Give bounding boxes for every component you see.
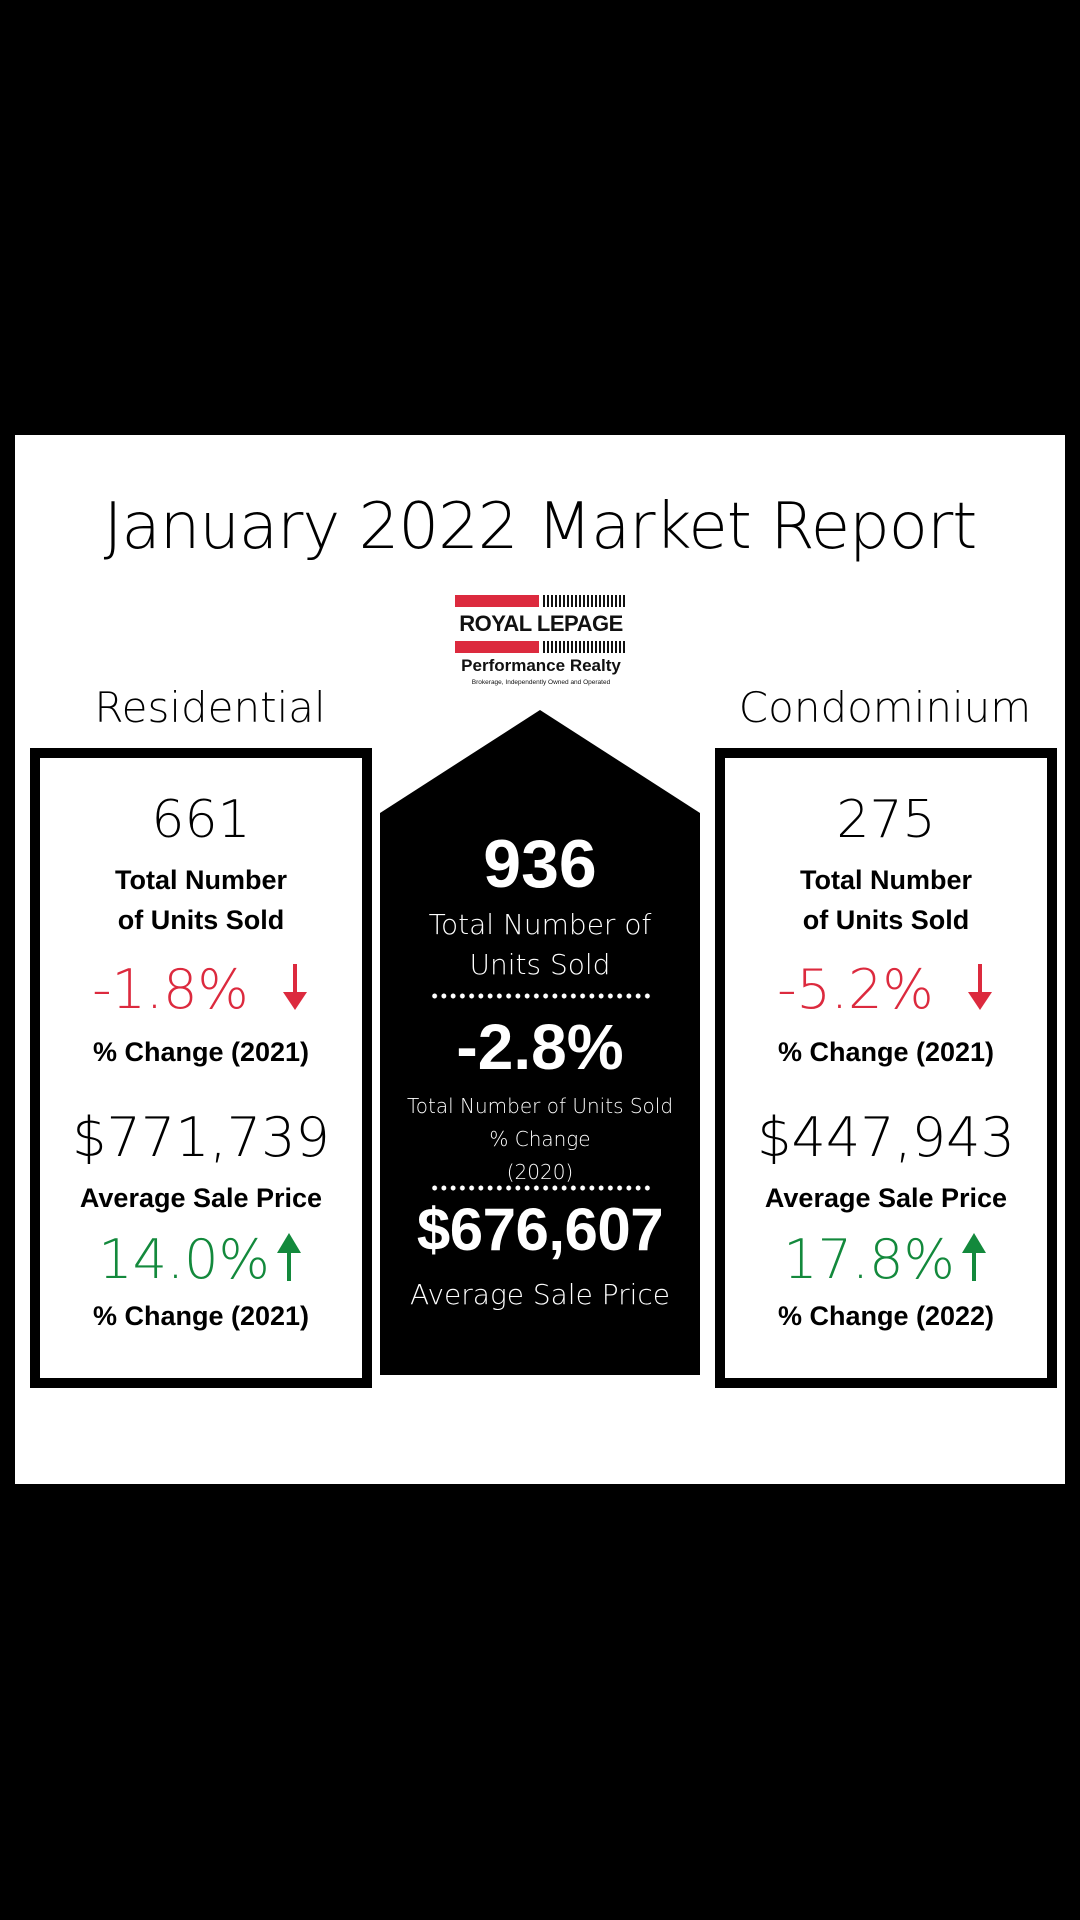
- arrow-up-icon: [274, 1231, 304, 1296]
- page-title: January 2022 Market Report: [103, 490, 978, 564]
- total-house-panel: 936 Total Number of Units Sold -2.8% Tot…: [380, 710, 700, 1375]
- arrow-up-icon: [959, 1231, 989, 1296]
- logo-barcode-stripe: [543, 641, 627, 653]
- condominium-units-value: 275: [836, 790, 936, 850]
- units-label-line: Total Number: [114, 865, 287, 895]
- total-change-label: Total Number of Units Sold % Change (202…: [380, 1090, 700, 1189]
- residential-heading: Residential: [94, 683, 326, 732]
- condominium-units-change-label: % Change (2021): [777, 1037, 995, 1067]
- logo-brand: ROYAL LEPAGE: [459, 611, 623, 636]
- logo-tagline: Brokerage, Independently Owned and Opera…: [471, 679, 611, 686]
- residential-units-label: Total Number of Units Sold: [40, 860, 362, 940]
- house-shape: [380, 710, 700, 1375]
- units-label-line: of Units Sold: [117, 905, 285, 935]
- total-units-label: Total Number of Units Sold: [380, 905, 700, 985]
- residential-panel: 661 Total Number of Units Sold -1.8% % C…: [30, 748, 372, 1388]
- arrow-down-icon: [965, 962, 995, 1025]
- residential-units-change: -1.8%: [40, 958, 362, 1025]
- logo-red-bar: [455, 595, 539, 607]
- total-change-value: -2.8%: [456, 1011, 624, 1083]
- dotted-divider: [430, 1185, 652, 1191]
- royal-lepage-logo: ROYAL LEPAGE Performance Realty Brokerag…: [455, 595, 627, 691]
- condominium-price-change: 17.8%: [725, 1228, 1047, 1296]
- condominium-avg-price: $447,943: [757, 1106, 1015, 1169]
- units-label-line: of Units Sold: [802, 905, 970, 935]
- total-avg-price-label: Average Sale Price: [409, 1278, 671, 1311]
- residential-price-change: 14.0%: [40, 1228, 362, 1296]
- residential-units-value: 661: [151, 790, 251, 850]
- condominium-units-change-value: -5.2%: [777, 958, 934, 1021]
- total-change-label-line: (2020): [506, 1160, 574, 1184]
- condominium-panel: 275 Total Number of Units Sold -5.2% % C…: [715, 748, 1057, 1388]
- condominium-price-change-label: % Change (2022): [777, 1301, 995, 1331]
- total-avg-price: $676,607: [416, 1196, 664, 1263]
- residential-price-change-label: % Change (2021): [92, 1301, 310, 1331]
- total-units-value: 936: [483, 826, 597, 902]
- report-card: January 2022 Market Report ROYAL LEPAGE …: [15, 435, 1065, 1484]
- logo-barcode-stripe: [543, 595, 627, 607]
- residential-price-change-value: 14.0%: [98, 1228, 270, 1291]
- dotted-divider: [430, 993, 652, 999]
- residential-units-change-value: -1.8%: [92, 958, 249, 1021]
- residential-units-change-label: % Change (2021): [92, 1037, 310, 1067]
- condominium-avg-price-label: Average Sale Price: [764, 1183, 1008, 1213]
- total-change-label-line: Total Number of Units Sold: [406, 1094, 674, 1118]
- residential-avg-price-label: Average Sale Price: [79, 1183, 323, 1213]
- condominium-heading: Condominium: [738, 683, 1032, 732]
- units-label-line: Total Number: [799, 865, 972, 895]
- residential-avg-price: $771,739: [72, 1106, 330, 1169]
- total-units-label-line: Total Number of: [428, 908, 652, 941]
- arrow-down-icon: [280, 962, 310, 1025]
- total-change-label-line: % Change: [489, 1127, 591, 1151]
- logo-red-bar: [455, 641, 539, 653]
- condominium-units-label: Total Number of Units Sold: [725, 860, 1047, 940]
- condominium-units-change: -5.2%: [725, 958, 1047, 1025]
- condominium-price-change-value: 17.8%: [783, 1228, 955, 1291]
- total-units-label-line: Units Sold: [469, 948, 611, 981]
- logo-subtitle: Performance Realty: [461, 656, 621, 675]
